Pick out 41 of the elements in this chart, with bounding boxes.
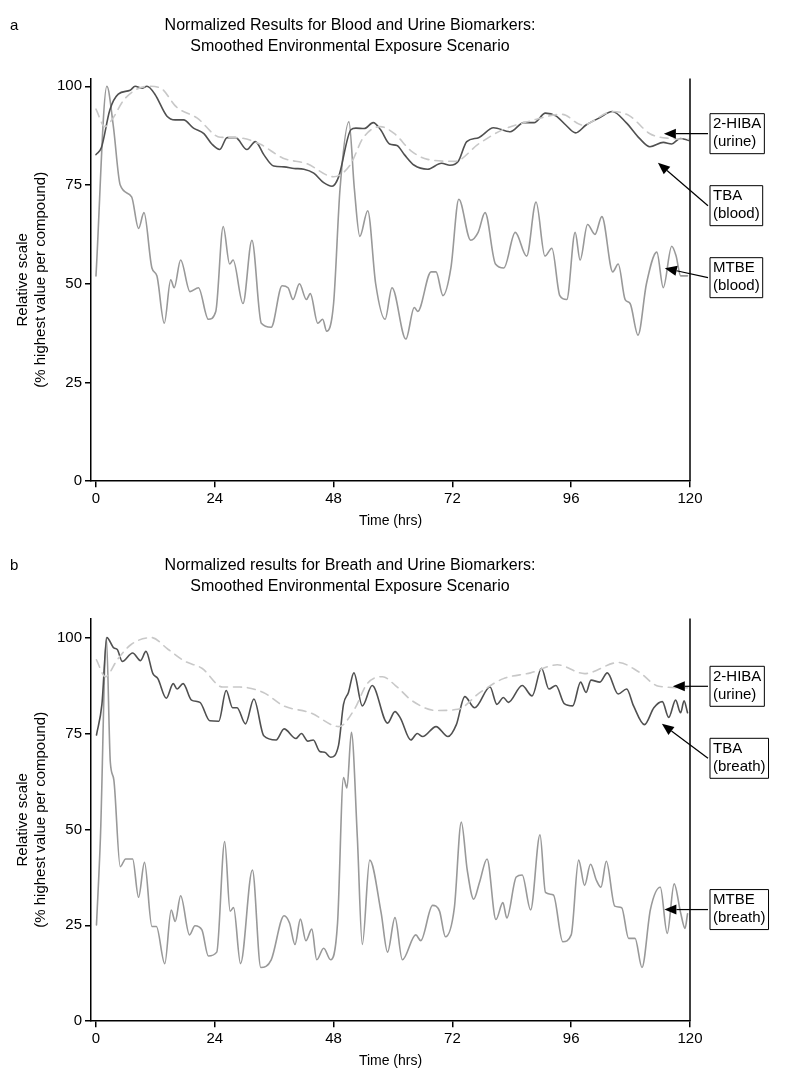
text: b (10, 555, 19, 573)
text: TBA (blood) (713, 186, 760, 222)
x-tick-label: 96 (562, 489, 580, 507)
text: TBA (breath) (713, 738, 766, 774)
y-tick-label: 50 (65, 273, 83, 291)
line-series (95, 636, 689, 759)
series-label: 2-HIBA (urine) (713, 666, 762, 702)
y-tick-label: 75 (65, 175, 83, 193)
x-axis-title: Time (hrs) (358, 512, 423, 529)
y-axis-title: Relative scale (% highest value per compound) (13, 711, 49, 928)
line-series (95, 85, 689, 340)
x-axis-title: Time (hrs) (358, 1052, 423, 1069)
y-axis-title: Relative scale (% highest value per compound) (13, 171, 49, 388)
y-tick-label: 100 (57, 627, 83, 645)
line-series (95, 636, 689, 728)
y-tick-label: 25 (65, 372, 83, 390)
series-label: MTBE (blood) (713, 258, 760, 294)
y-tick-label: 25 (65, 915, 83, 933)
x-tick-label: 120 (677, 489, 703, 507)
x-tick-label: 0 (91, 489, 101, 507)
x-tick-label: 96 (562, 1029, 580, 1047)
x-tick-label: 24 (206, 1029, 224, 1047)
y-tick-label: 100 (57, 76, 83, 94)
x-tick-label: 48 (325, 489, 342, 507)
chart-subtitle: Smoothed Environmental Exposure Scenario (190, 577, 510, 595)
chart-title: Normalized Results for Blood and Urine Biomarkers: (164, 16, 536, 34)
x-tick-label: 24 (206, 489, 224, 507)
x-tick-label: 120 (677, 1029, 703, 1047)
x-tick-label: 0 (91, 1029, 101, 1047)
x-tick-label: 72 (444, 489, 461, 507)
series-label: 2-HIBA (urine) (713, 114, 762, 150)
y-tick-label: 75 (65, 723, 83, 741)
x-tick-label: 48 (325, 1029, 342, 1047)
x-tick-label: 72 (444, 1029, 461, 1047)
chart-title: Normalized results for Breath and Urine Biomarkers: (164, 556, 536, 574)
chart-subtitle: Smoothed Environmental Exposure Scenario (190, 37, 510, 55)
y-tick-label: 0 (73, 471, 83, 489)
y-tick-label: 0 (73, 1011, 83, 1029)
series-label: MTBE (breath) (713, 890, 766, 926)
text: a (10, 15, 19, 33)
y-tick-label: 50 (65, 819, 83, 837)
